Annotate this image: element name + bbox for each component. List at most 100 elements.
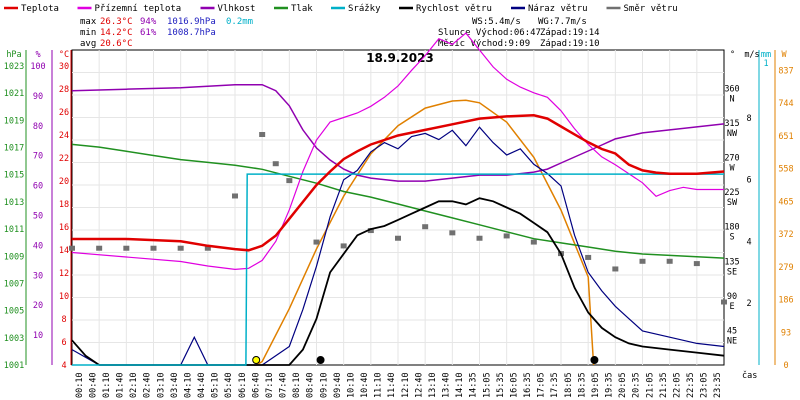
axis-tick-wind: 2 (746, 299, 751, 309)
axis-tick-left: 1017 (4, 144, 24, 154)
x-tick-label: 14:10 (455, 372, 465, 398)
wind-direction-marker (123, 245, 130, 251)
x-tick-label: 21:05 (645, 372, 655, 398)
axis-unit-left: hPa (6, 50, 21, 60)
axis-tick-left: 14 (59, 246, 69, 256)
wind-direction-marker (503, 233, 510, 239)
legend-label: Vlhkost (218, 4, 256, 14)
axis-unit-left: % (35, 50, 40, 60)
wind-direction-marker (612, 266, 619, 272)
axis-tick-left: 90 (33, 92, 43, 102)
stat-temp: 20.6°C (100, 39, 133, 49)
axis-tick-left: 4 (61, 361, 66, 371)
moonrise-marker (316, 356, 325, 364)
wind-direction-marker (259, 132, 266, 138)
x-tick-label: 11:10 (374, 372, 384, 398)
axis-tick-left: 50 (33, 212, 43, 222)
axis-tick-direction: 360 (724, 84, 739, 94)
axis-tick-direction: 270 (724, 154, 739, 164)
x-tick-label: 10:10 (346, 372, 356, 398)
x-tick-label: 05:10 (211, 372, 221, 398)
axis-tick-left: 1003 (4, 334, 24, 344)
x-tick-label: 18:35 (577, 372, 587, 398)
x-tick-label: 09:40 (333, 372, 343, 398)
series-line-vlhkost (71, 83, 725, 182)
axis-tick-left: 30 (59, 62, 69, 72)
axis-unit-rain: mm (761, 50, 771, 60)
x-tick-label: 21:35 (659, 372, 669, 398)
series-solar-curve (254, 99, 595, 366)
axis-tick-direction: 180 (724, 223, 739, 233)
axis-tick-left: 12 (59, 269, 69, 279)
series-line-p-zemn-teplota (71, 32, 724, 271)
wind-direction-marker (177, 245, 184, 251)
axis-tick-left: 1001 (4, 361, 24, 371)
axis-tick-wind: 4 (746, 237, 751, 247)
legend-label: Tlak (291, 4, 313, 14)
axis-tick-direction: 135 (724, 257, 739, 267)
axis-compass-label: E (729, 302, 734, 312)
x-tick-label: 07:40 (279, 372, 289, 398)
axis-tick-left: 1009 (4, 252, 24, 262)
wind-direction-marker (367, 228, 374, 234)
axis-tick-solar: 186 (778, 296, 793, 306)
x-tick-label: 16:05 (509, 372, 519, 398)
wind-direction-marker (476, 235, 483, 241)
axis-tick-solar: 372 (778, 230, 793, 240)
stat-label: max (80, 17, 97, 27)
x-tick-label: 04:40 (197, 372, 207, 398)
axis-tick-left: 20 (59, 177, 69, 187)
axis-tick-solar: 651 (778, 132, 793, 142)
axis-tick-wind: 8 (746, 114, 751, 124)
stat-temp: 14.2°C (100, 28, 133, 38)
axis-tick-left: 16 (59, 223, 69, 233)
axis-compass-label: N (729, 94, 734, 104)
x-tick-label: 06:40 (251, 372, 261, 398)
info-sunrise: Slunce Východ:06:47 (438, 28, 541, 38)
x-tick-label: 20:35 (632, 372, 642, 398)
axis-tick-solar: 744 (778, 99, 793, 109)
axis-tick-left: 1021 (4, 89, 24, 99)
x-axis-unit: čas (742, 370, 757, 381)
axis-tick-left: 24 (59, 131, 69, 141)
x-tick-label: 13:10 (428, 372, 438, 398)
x-tick-label: 07:10 (265, 372, 275, 398)
axis-compass-label: SE (727, 267, 737, 277)
series-line-teplota (72, 114, 725, 252)
axis-tick-left: 1005 (4, 307, 24, 317)
wind-direction-marker (313, 239, 320, 245)
x-tick-label: 16:35 (523, 372, 533, 398)
x-tick-label: 09:10 (319, 372, 329, 398)
axis-tick-left: 1019 (4, 116, 24, 126)
axis-tick-left: 18 (59, 200, 69, 210)
info-moonrise: Měsíc Východ:9:09 (438, 39, 530, 49)
wind-direction-marker (286, 178, 293, 184)
x-tick-label: 00:40 (88, 372, 98, 398)
wind-direction-marker (721, 299, 727, 305)
x-tick-label: 06:10 (238, 372, 248, 398)
wind-direction-marker (96, 245, 103, 251)
axis-unit-left: °C (59, 50, 69, 60)
x-tick-label: 01:40 (116, 372, 126, 398)
wind-direction-marker (666, 258, 673, 264)
stat-temp: 26.3°C (100, 17, 133, 27)
x-tick-label: 03:10 (156, 372, 166, 398)
axis-tick-left: 30 (33, 271, 43, 281)
stat-label: avg (80, 39, 96, 49)
x-tick-label: 15:05 (482, 372, 492, 398)
axis-tick-left: 6 (61, 338, 66, 348)
axis-compass-label: W (729, 164, 735, 174)
wind-direction-marker (693, 261, 700, 267)
wind-direction-marker (639, 258, 646, 264)
axis-tick-solar: 93 (781, 328, 791, 338)
sunset-marker (590, 356, 599, 364)
legend-label: Srážky (348, 4, 381, 14)
legend-label: Teplota (21, 4, 59, 14)
axis-tick-solar: 837 (778, 66, 793, 76)
axis-tick-rain: 1 (763, 59, 768, 69)
wind-direction-marker (69, 245, 75, 251)
stat-rain: 0.2mm (226, 17, 253, 27)
x-tick-label: 23:05 (700, 372, 710, 398)
axis-tick-left: 20 (33, 301, 43, 311)
